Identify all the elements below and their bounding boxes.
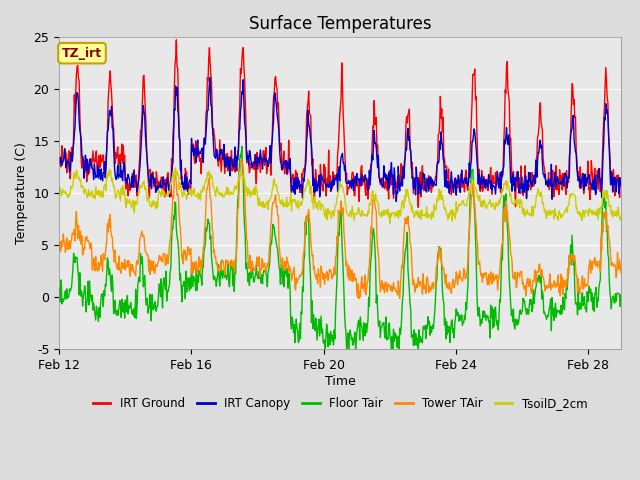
TsoilD_2cm <box>172 165 179 171</box>
IRT Canopy <box>392 199 400 204</box>
IRT Ground <box>486 173 494 179</box>
TsoilD_2cm <box>131 198 139 204</box>
Y-axis label: Temperature (C): Temperature (C) <box>15 142 28 244</box>
IRT Ground <box>173 37 180 43</box>
Title: Surface Temperatures: Surface Temperatures <box>249 15 431 33</box>
IRT Canopy <box>206 75 214 81</box>
Line: Tower TAir: Tower TAir <box>59 159 621 299</box>
IRT Canopy <box>395 182 403 188</box>
TsoilD_2cm <box>486 197 494 203</box>
Line: IRT Canopy: IRT Canopy <box>59 78 621 202</box>
IRT Ground <box>347 178 355 184</box>
IRT Ground <box>169 132 177 138</box>
TsoilD_2cm <box>347 208 355 214</box>
IRT Ground <box>131 184 139 190</box>
Floor Tair <box>486 335 494 341</box>
IRT Canopy <box>617 181 625 187</box>
IRT Canopy <box>131 178 139 184</box>
TsoilD_2cm <box>120 185 127 191</box>
TsoilD_2cm <box>169 172 177 178</box>
IRT Ground <box>617 179 625 185</box>
Floor Tair <box>348 337 355 343</box>
Floor Tair <box>169 226 177 232</box>
IRT Canopy <box>347 178 355 184</box>
Tower TAir <box>355 296 363 301</box>
Floor Tair <box>238 144 246 149</box>
TsoilD_2cm <box>55 192 63 197</box>
IRT Canopy <box>169 160 177 166</box>
Text: TZ_irt: TZ_irt <box>62 47 102 60</box>
IRT Canopy <box>55 155 63 161</box>
Floor Tair <box>395 346 403 352</box>
Line: TsoilD_2cm: TsoilD_2cm <box>59 168 621 223</box>
TsoilD_2cm <box>386 220 394 226</box>
Tower TAir <box>617 270 625 276</box>
IRT Ground <box>394 185 402 191</box>
X-axis label: Time: Time <box>324 374 355 388</box>
Floor Tair <box>131 315 139 321</box>
IRT Canopy <box>486 178 494 183</box>
Floor Tair <box>617 292 625 298</box>
Tower TAir <box>131 271 139 277</box>
Floor Tair <box>321 346 329 352</box>
Tower TAir <box>486 275 494 280</box>
IRT Ground <box>120 143 127 148</box>
Tower TAir <box>55 246 63 252</box>
IRT Ground <box>55 161 63 167</box>
IRT Ground <box>415 204 422 210</box>
Line: IRT Ground: IRT Ground <box>59 40 621 207</box>
TsoilD_2cm <box>617 215 625 220</box>
TsoilD_2cm <box>395 207 403 213</box>
Tower TAir <box>237 156 245 162</box>
Tower TAir <box>347 270 355 276</box>
Legend: IRT Ground, IRT Canopy, Floor Tair, Tower TAir, TsoilD_2cm: IRT Ground, IRT Canopy, Floor Tair, Towe… <box>88 393 592 415</box>
IRT Canopy <box>120 167 127 173</box>
Tower TAir <box>169 192 177 198</box>
Floor Tair <box>55 286 63 291</box>
Tower TAir <box>395 289 403 295</box>
Tower TAir <box>120 261 127 267</box>
Floor Tair <box>120 309 127 315</box>
Line: Floor Tair: Floor Tair <box>59 146 621 349</box>
